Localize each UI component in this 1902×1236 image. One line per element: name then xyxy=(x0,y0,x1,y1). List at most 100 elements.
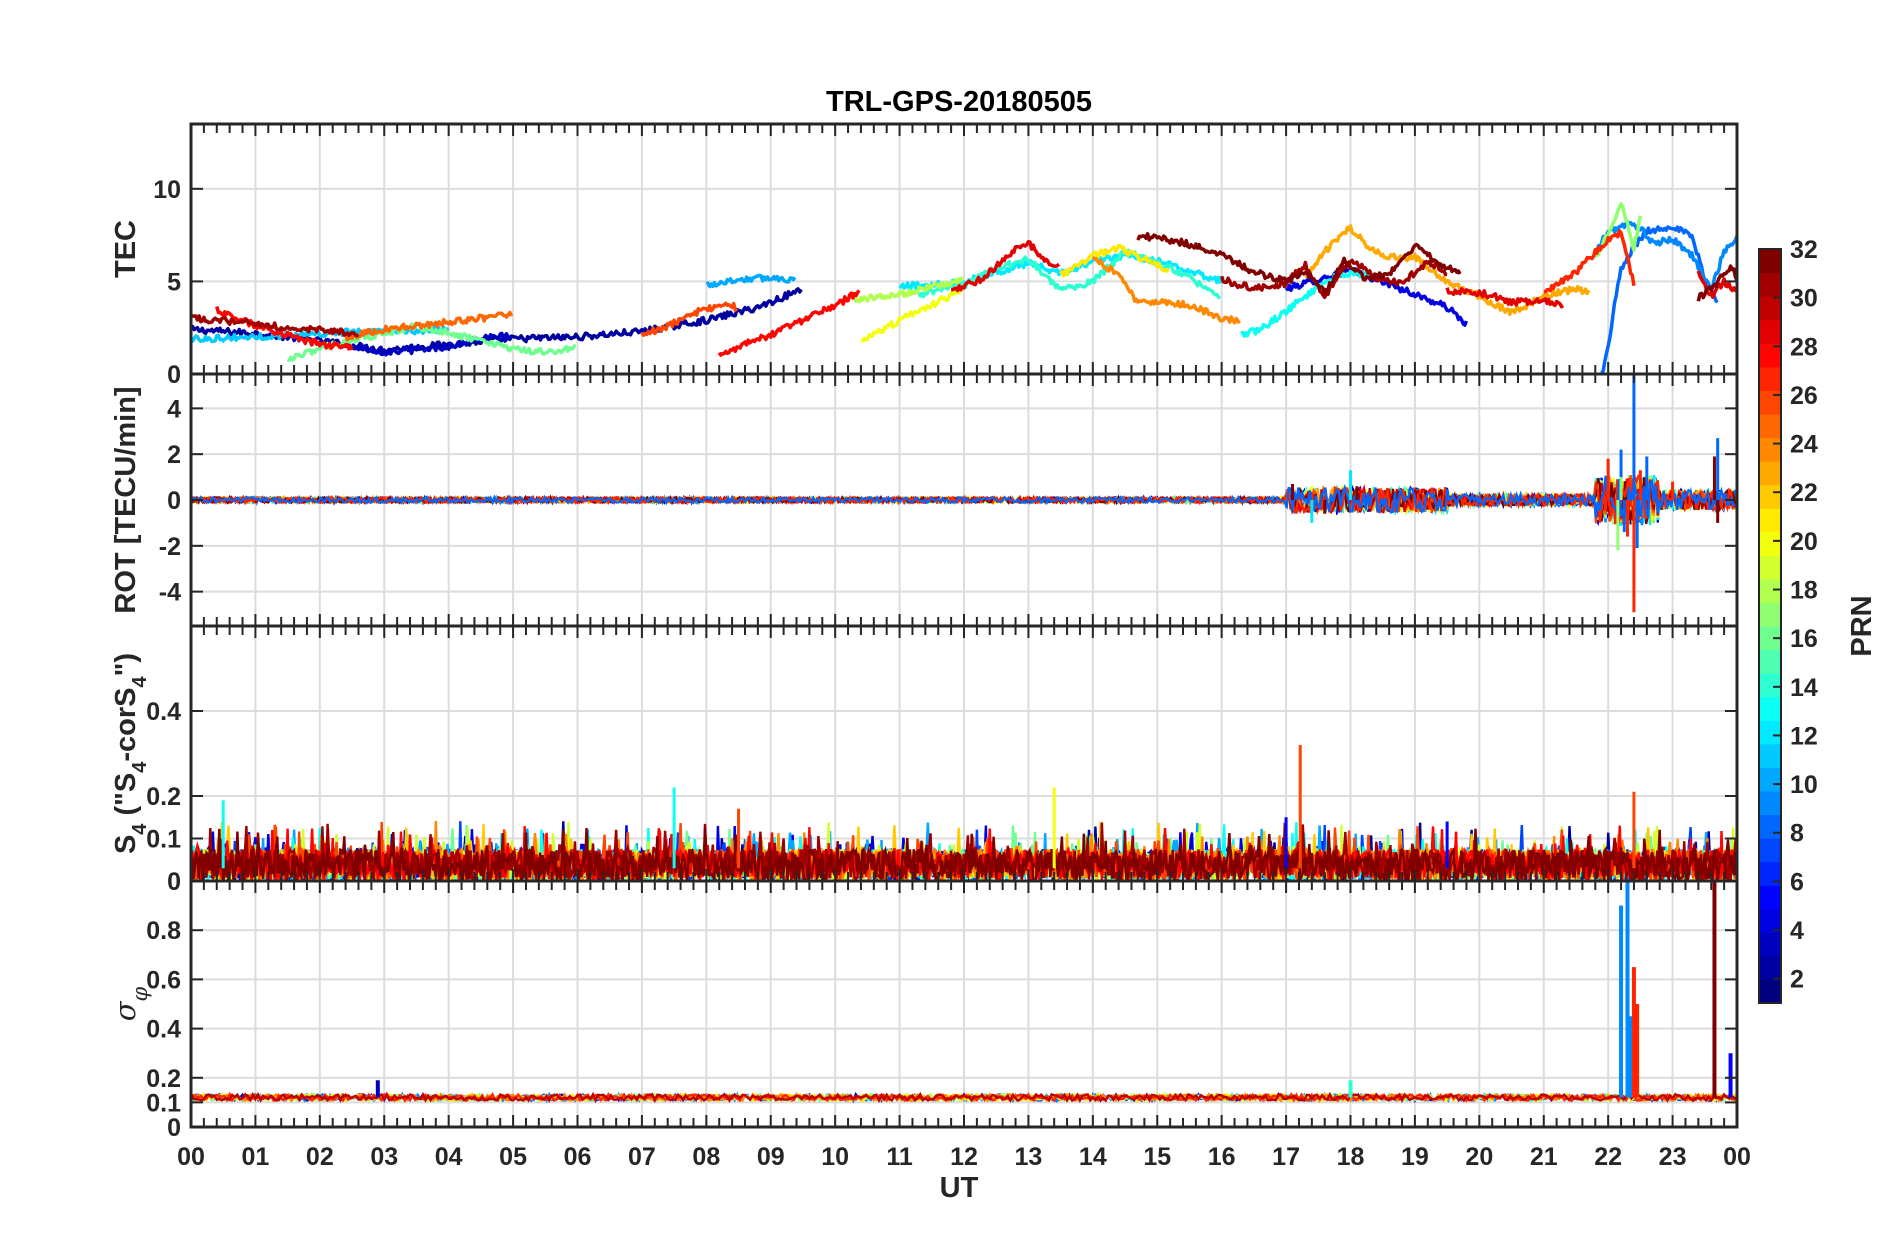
tec-series-prn-32 xyxy=(1696,264,1737,302)
colorbar-segment xyxy=(1759,814,1781,839)
panel-sigma_phi: 00.10.2 0.4 0.6 0.8 σφ xyxy=(108,879,1739,1142)
colorbar-segment xyxy=(1759,908,1781,933)
y-tick-label: 0 xyxy=(167,487,181,515)
y-tick-label: 0.2 xyxy=(146,783,181,811)
tec-series-prn-31 xyxy=(191,313,360,338)
colorbar-tick-label: 6 xyxy=(1790,868,1804,896)
x-tick-label: 22 xyxy=(1594,1143,1622,1171)
tec-series-prn-29 xyxy=(950,239,1061,293)
colorbar-tick-label: 18 xyxy=(1790,577,1818,605)
colorbar-segment xyxy=(1759,249,1781,274)
colorbar-segment xyxy=(1759,955,1781,981)
colorbar-segment xyxy=(1759,979,1781,1004)
grid-lines xyxy=(191,881,1737,1127)
colorbar-segment xyxy=(1759,790,1781,816)
tec-series-prn-25 xyxy=(343,310,514,342)
tec-series-prn-18 xyxy=(852,276,964,304)
y-tick-label: 0.6 xyxy=(146,966,181,994)
grid-lines xyxy=(191,124,1737,374)
tec-series-prn-3 xyxy=(351,331,513,357)
colorbar-tick-label: 24 xyxy=(1790,431,1818,459)
colorbar-segment xyxy=(1759,366,1781,391)
colorbar-tick-label: 20 xyxy=(1790,528,1818,556)
colorbar-segment xyxy=(1759,272,1781,297)
y-axis-label-s4: S4 ("S4-corS4") xyxy=(110,653,151,854)
tec-series-prn-17 xyxy=(1593,202,1643,259)
colorbar-segment xyxy=(1759,343,1781,368)
y-axis-label-sigma-phi: σφ xyxy=(108,986,152,1021)
colorbar-tick-label: 22 xyxy=(1790,479,1818,507)
colorbar-segment xyxy=(1759,932,1781,957)
colorbar-segment xyxy=(1759,578,1781,604)
tec-series-prn-28 xyxy=(215,306,354,351)
colorbar-frame xyxy=(1758,248,1782,1004)
colorbar-tick-label: 8 xyxy=(1790,820,1804,848)
colorbar-tick-label: 30 xyxy=(1790,285,1818,313)
colorbar-segment xyxy=(1759,743,1781,768)
tec-series-prn-23 xyxy=(1304,224,1591,317)
chart-title: TRL-GPS-20180505 xyxy=(826,86,1092,118)
tec-series-prn-20 xyxy=(860,287,964,343)
panel-rot: -4 -2 0 2 4 ROT [TECU/min] xyxy=(110,372,1739,628)
plot-area xyxy=(191,374,1737,613)
colorbar-segment xyxy=(1759,696,1781,721)
x-ticks xyxy=(190,881,1738,1128)
colorbar-segment xyxy=(1759,555,1781,580)
colorbar-tick-label: 26 xyxy=(1790,382,1818,410)
colorbar-segment xyxy=(1759,531,1781,556)
x-tick-label: 09 xyxy=(757,1143,785,1171)
colorbar-segment xyxy=(1759,673,1781,698)
plot-area xyxy=(191,881,1737,1104)
y-tick-label: -4 xyxy=(159,579,181,607)
y-tick-label: 0.1 xyxy=(146,1089,181,1117)
colorbar-tick-label: 12 xyxy=(1790,722,1818,750)
x-tick-label: 00 xyxy=(1723,1143,1751,1171)
x-tick-label: 06 xyxy=(564,1143,592,1171)
tec-series-prn-27 xyxy=(1543,229,1636,294)
colorbar-segment xyxy=(1759,437,1781,462)
colorbar-segment xyxy=(1759,508,1781,533)
colorbar-segment xyxy=(1759,413,1781,439)
colorbar-tick-label: 28 xyxy=(1790,333,1818,361)
y-axis-label-rot: ROT [TECU/min] xyxy=(110,386,142,613)
y-tick-label: 0.2 xyxy=(146,1065,181,1093)
colorbar-segment xyxy=(1759,602,1781,627)
tec-series-prn-29 xyxy=(1445,287,1565,309)
tec-series-prn-10 xyxy=(705,273,797,289)
colorbar-segment xyxy=(1759,720,1781,745)
colorbar-tick-label: 32 xyxy=(1790,236,1818,264)
colorbar-segment xyxy=(1759,296,1781,321)
colorbar-segment xyxy=(1759,319,1781,344)
colorbar-segment xyxy=(1759,626,1781,651)
tec-series-prn-28 xyxy=(717,289,861,357)
x-tick-label: 13 xyxy=(1015,1143,1043,1171)
x-tick-label: 11 xyxy=(886,1143,913,1171)
x-axis-label: UT xyxy=(940,1172,979,1204)
colorbar-segment xyxy=(1759,861,1781,886)
tec-series-prn-8 xyxy=(1600,225,1719,374)
y-tick-label: 0 xyxy=(167,361,181,389)
colorbar-segment xyxy=(1759,461,1781,486)
y-tick-label: -2 xyxy=(159,533,181,561)
tec-series-prn-32 xyxy=(1136,232,1462,296)
panel-s4: 0 0.1 0.2 0.4S4 ("S4-corS4") xyxy=(110,624,1739,896)
colorbar-tick-label: 4 xyxy=(1790,917,1804,945)
x-tick-label: 20 xyxy=(1465,1143,1493,1171)
x-tick-label: 16 xyxy=(1208,1143,1236,1171)
colorbar-segment xyxy=(1759,649,1781,674)
y-tick-label: 0.8 xyxy=(146,917,181,945)
x-ticks xyxy=(190,626,1738,882)
y-tick-label: 4 xyxy=(167,395,181,423)
colorbar-tick-label: 16 xyxy=(1790,625,1818,653)
rot-series-prn-8 xyxy=(191,475,1736,522)
x-tick-label: 04 xyxy=(435,1143,463,1171)
grid-lines xyxy=(191,626,1737,881)
x-tick-label: 17 xyxy=(1272,1143,1300,1171)
colorbar-tick-label: 2 xyxy=(1790,966,1804,994)
panel-tec: 0 5 10 TEC xyxy=(110,122,1739,389)
x-tick-label: 01 xyxy=(242,1143,270,1171)
colorbar-segment xyxy=(1759,484,1781,509)
